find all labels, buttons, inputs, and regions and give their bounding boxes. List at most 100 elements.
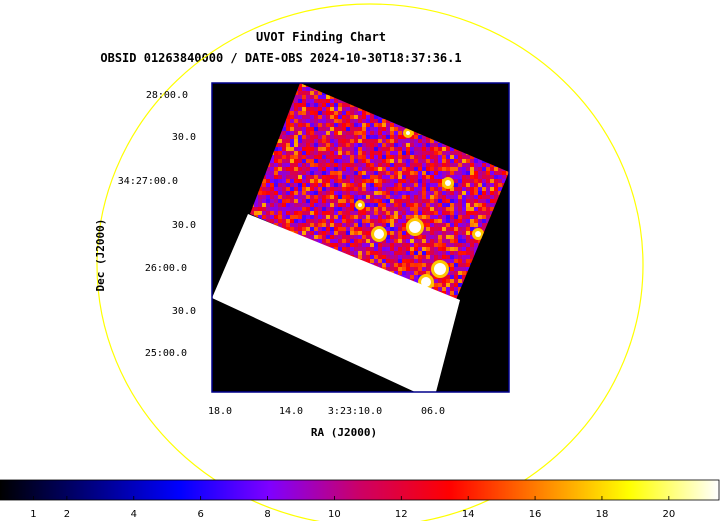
image-pixel xyxy=(390,243,394,247)
image-pixel xyxy=(490,171,494,175)
image-pixel xyxy=(338,231,342,235)
image-pixel xyxy=(458,247,462,251)
image-pixel xyxy=(470,251,474,255)
image-pixel xyxy=(414,279,418,283)
image-pixel xyxy=(462,163,466,167)
image-pixel xyxy=(374,251,378,255)
image-pixel xyxy=(378,135,382,139)
image-pixel xyxy=(406,255,410,259)
image-pixel xyxy=(386,183,390,187)
image-pixel xyxy=(462,243,466,247)
image-pixel xyxy=(450,167,454,171)
image-pixel xyxy=(262,207,266,211)
image-pixel xyxy=(318,115,322,119)
image-pixel xyxy=(466,259,470,263)
image-pixel xyxy=(422,151,426,155)
image-pixel xyxy=(306,127,310,131)
image-pixel xyxy=(434,227,438,231)
image-pixel xyxy=(282,199,286,203)
image-pixel xyxy=(302,123,306,127)
image-pixel xyxy=(378,247,382,251)
image-pixel xyxy=(482,215,486,219)
image-pixel xyxy=(410,247,414,251)
image-pixel xyxy=(386,187,390,191)
image-pixel xyxy=(454,267,458,271)
image-pixel xyxy=(450,211,454,215)
image-pixel xyxy=(382,211,386,215)
image-pixel xyxy=(334,243,338,247)
image-pixel xyxy=(286,183,290,187)
image-pixel xyxy=(322,199,326,203)
image-pixel xyxy=(310,119,314,123)
image-pixel xyxy=(358,219,362,223)
image-pixel xyxy=(438,211,442,215)
image-pixel xyxy=(354,151,358,155)
image-pixel xyxy=(370,175,374,179)
image-pixel xyxy=(474,167,478,171)
x-tick-label: 3:23:10.0 xyxy=(328,406,382,417)
image-pixel xyxy=(306,119,310,123)
image-pixel xyxy=(398,155,402,159)
image-pixel xyxy=(466,187,470,191)
image-pixel xyxy=(350,235,354,239)
image-pixel xyxy=(258,207,262,211)
image-pixel xyxy=(294,123,298,127)
source-core xyxy=(445,180,451,186)
image-pixel xyxy=(314,119,318,123)
image-pixel xyxy=(398,251,402,255)
image-pixel xyxy=(474,191,478,195)
image-pixel xyxy=(398,255,402,259)
image-pixel xyxy=(474,195,478,199)
image-pixel xyxy=(386,235,390,239)
plot-frame xyxy=(211,82,510,393)
image-pixel xyxy=(430,223,434,227)
image-pixel xyxy=(410,271,414,275)
image-pixel xyxy=(290,203,294,207)
image-pixel xyxy=(366,239,370,243)
image-pixel xyxy=(358,115,362,119)
image-pixel xyxy=(466,239,470,243)
image-pixel xyxy=(378,151,382,155)
image-pixel xyxy=(370,139,374,143)
image-pixel xyxy=(362,123,366,127)
image-pixel xyxy=(454,283,458,287)
image-pixel xyxy=(298,191,302,195)
image-pixel xyxy=(434,195,438,199)
image-pixel xyxy=(490,203,494,207)
image-pixel xyxy=(458,255,462,259)
image-pixel xyxy=(342,195,346,199)
image-pixel xyxy=(338,227,342,231)
image-pixel xyxy=(426,223,430,227)
image-pixel xyxy=(470,247,474,251)
image-pixel xyxy=(414,263,418,267)
image-pixel xyxy=(358,227,362,231)
image-pixel xyxy=(326,167,330,171)
image-pixel xyxy=(314,187,318,191)
image-pixel xyxy=(462,251,466,255)
image-pixel xyxy=(326,143,330,147)
image-pixel xyxy=(402,215,406,219)
image-pixel xyxy=(374,219,378,223)
image-pixel xyxy=(478,207,482,211)
image-pixel xyxy=(418,191,422,195)
image-pixel xyxy=(486,215,490,219)
image-pixel xyxy=(454,255,458,259)
image-pixel xyxy=(350,135,354,139)
image-pixel xyxy=(398,191,402,195)
image-pixel xyxy=(290,207,294,211)
image-pixel xyxy=(286,227,290,231)
image-pixel xyxy=(406,155,410,159)
colorbar-tick-label: 8 xyxy=(264,509,270,520)
image-pixel xyxy=(426,183,430,187)
image-pixel xyxy=(314,159,318,163)
image-pixel xyxy=(358,159,362,163)
image-pixel xyxy=(426,151,430,155)
image-pixel xyxy=(358,235,362,239)
image-pixel xyxy=(354,107,358,111)
image-pixel xyxy=(374,115,378,119)
image-pixel xyxy=(414,247,418,251)
image-pixel xyxy=(414,187,418,191)
image-pixel xyxy=(494,183,498,187)
image-pixel xyxy=(462,235,466,239)
image-pixel xyxy=(306,207,310,211)
